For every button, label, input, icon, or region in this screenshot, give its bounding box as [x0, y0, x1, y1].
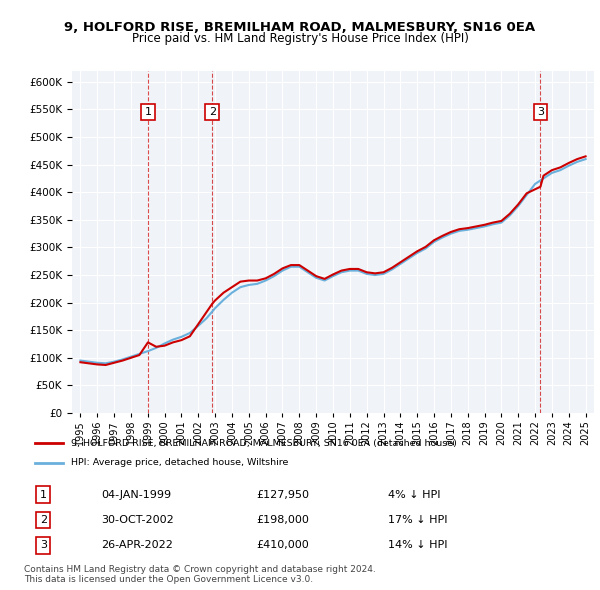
Text: £127,950: £127,950: [256, 490, 309, 500]
Text: 04-JAN-1999: 04-JAN-1999: [101, 490, 172, 500]
Text: 26-APR-2022: 26-APR-2022: [101, 540, 173, 550]
Text: 30-OCT-2002: 30-OCT-2002: [101, 515, 174, 525]
Text: 1: 1: [145, 107, 151, 117]
Text: £410,000: £410,000: [256, 540, 308, 550]
Text: 9, HOLFORD RISE, BREMILHAM ROAD, MALMESBURY, SN16 0EA (detached house): 9, HOLFORD RISE, BREMILHAM ROAD, MALMESB…: [71, 438, 457, 448]
Text: 4% ↓ HPI: 4% ↓ HPI: [388, 490, 441, 500]
Text: 1: 1: [40, 490, 47, 500]
Text: This data is licensed under the Open Government Licence v3.0.: This data is licensed under the Open Gov…: [24, 575, 313, 584]
Text: Price paid vs. HM Land Registry's House Price Index (HPI): Price paid vs. HM Land Registry's House …: [131, 32, 469, 45]
Text: 2: 2: [209, 107, 216, 117]
Text: £198,000: £198,000: [256, 515, 309, 525]
Text: 9, HOLFORD RISE, BREMILHAM ROAD, MALMESBURY, SN16 0EA: 9, HOLFORD RISE, BREMILHAM ROAD, MALMESB…: [64, 21, 536, 34]
Text: 3: 3: [537, 107, 544, 117]
Text: 2: 2: [40, 515, 47, 525]
Text: 14% ↓ HPI: 14% ↓ HPI: [388, 540, 448, 550]
Text: HPI: Average price, detached house, Wiltshire: HPI: Average price, detached house, Wilt…: [71, 458, 288, 467]
Text: 3: 3: [40, 540, 47, 550]
Text: Contains HM Land Registry data © Crown copyright and database right 2024.: Contains HM Land Registry data © Crown c…: [24, 565, 376, 574]
Text: 17% ↓ HPI: 17% ↓ HPI: [388, 515, 448, 525]
